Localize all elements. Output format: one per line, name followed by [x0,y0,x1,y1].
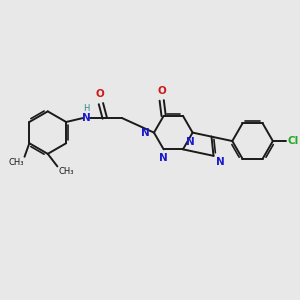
Text: N: N [159,153,168,163]
Text: N: N [141,128,150,138]
Text: N: N [216,157,225,167]
Text: O: O [96,89,104,99]
Text: H: H [83,104,90,113]
Text: N: N [186,137,195,147]
Text: CH₃: CH₃ [8,158,24,167]
Text: Cl: Cl [287,136,298,146]
Text: O: O [157,85,166,96]
Text: N: N [82,113,91,123]
Text: CH₃: CH₃ [58,167,74,176]
